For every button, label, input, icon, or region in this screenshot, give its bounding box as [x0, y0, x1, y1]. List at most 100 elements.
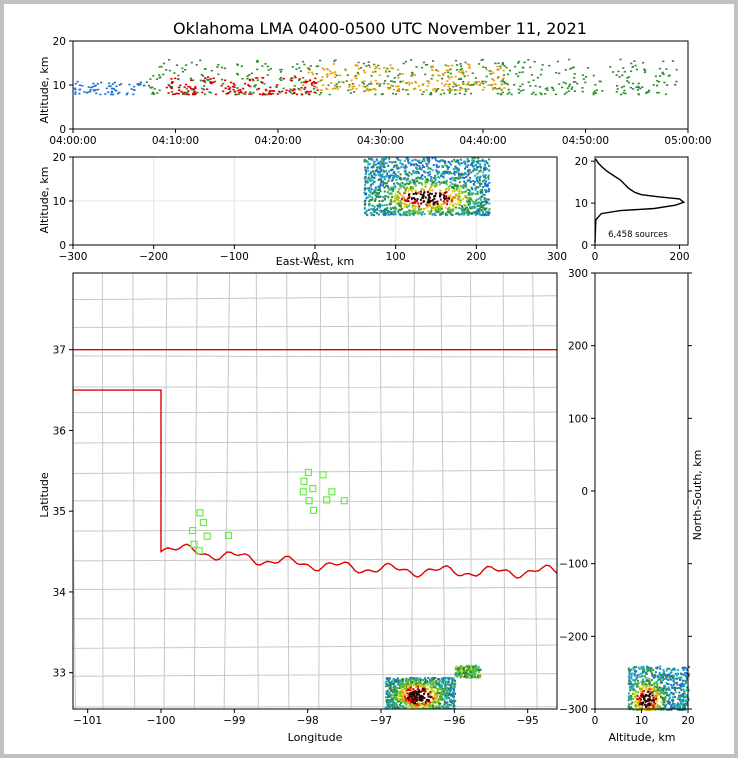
source-cell [425, 688, 428, 691]
x-tick-label: 0 [592, 251, 599, 263]
source-cell [670, 706, 673, 709]
source-cell [467, 202, 470, 205]
source-cell [385, 184, 388, 187]
source-cell [473, 180, 476, 183]
source-cell [425, 681, 428, 684]
source-point [94, 89, 97, 91]
source-cell [405, 680, 408, 683]
source-cell [483, 163, 486, 166]
source-point [437, 70, 440, 73]
source-point [475, 81, 478, 83]
source-point [455, 69, 459, 71]
source-cell [387, 210, 390, 213]
source-cell [381, 200, 384, 203]
source-cell [477, 665, 480, 668]
source-point [210, 82, 213, 85]
source-point [351, 82, 355, 85]
source-cell [651, 668, 654, 671]
source-point [450, 64, 454, 67]
source-cell [451, 678, 454, 681]
source-cell [391, 195, 394, 198]
altitude-profile-line [594, 158, 686, 243]
source-cell [371, 192, 374, 195]
source-cell [427, 200, 430, 203]
source-cell [385, 692, 388, 695]
source-cell [407, 698, 410, 701]
source-point [452, 81, 455, 84]
source-cell [651, 691, 654, 694]
source-cell [376, 171, 379, 174]
source-cell [462, 672, 465, 675]
source-cell [449, 686, 452, 689]
source-cell [442, 193, 445, 196]
source-cell [444, 191, 447, 194]
source-cell [420, 703, 423, 706]
source-cell [407, 680, 410, 683]
source-cell [373, 173, 376, 176]
source-cell [482, 212, 485, 215]
source-cell [632, 679, 635, 682]
lma-station-marker [224, 531, 233, 540]
ns-ylabel: North-South, km [691, 450, 704, 541]
source-point [411, 73, 414, 75]
source-point [83, 91, 86, 93]
source-point [472, 83, 475, 86]
source-point [193, 93, 197, 96]
source-cell [403, 199, 406, 202]
x-tick-label: −100 [147, 715, 176, 727]
source-cell [422, 170, 425, 173]
source-cell [683, 692, 686, 695]
source-cell [477, 213, 480, 216]
source-cell [380, 158, 383, 161]
source-cell [415, 167, 418, 170]
source-cell [682, 679, 685, 682]
source-cell [398, 159, 401, 162]
source-point [181, 70, 185, 73]
source-point [548, 64, 551, 67]
source-cell [477, 161, 480, 164]
source-cell [410, 697, 413, 700]
source-point [303, 81, 306, 83]
source-point [657, 91, 660, 94]
source-cell [640, 694, 643, 697]
source-point [449, 72, 452, 75]
y-tick-label: 200 [568, 341, 588, 353]
source-cell [414, 192, 417, 195]
source-cell [398, 680, 401, 683]
source-cell [393, 679, 396, 682]
source-cell [457, 666, 460, 669]
source-point [74, 91, 77, 94]
source-point [643, 71, 646, 74]
source-point [358, 84, 361, 87]
source-cell [445, 692, 448, 695]
source-cell [438, 685, 441, 688]
source-cell [484, 184, 487, 187]
source-cell [423, 688, 426, 691]
source-cell [413, 705, 416, 708]
source-cell [422, 687, 425, 690]
source-point [499, 65, 502, 68]
source-cell [426, 703, 429, 706]
source-point [302, 76, 305, 79]
source-cell [466, 207, 469, 210]
source-cell [385, 683, 388, 686]
source-point [618, 76, 621, 78]
source-point [364, 86, 367, 88]
source-cell [412, 207, 415, 210]
source-cell [685, 680, 688, 683]
source-cell [408, 704, 411, 707]
source-cell [455, 176, 458, 179]
source-cell [682, 674, 685, 677]
source-cell [434, 192, 437, 195]
source-cell [469, 669, 472, 672]
source-cell [481, 204, 484, 207]
source-point [581, 87, 584, 89]
source-point [431, 69, 434, 71]
source-point [305, 80, 308, 83]
source-cell [405, 166, 408, 169]
source-point [462, 83, 465, 86]
source-cell [652, 700, 655, 703]
source-cell [438, 176, 441, 179]
